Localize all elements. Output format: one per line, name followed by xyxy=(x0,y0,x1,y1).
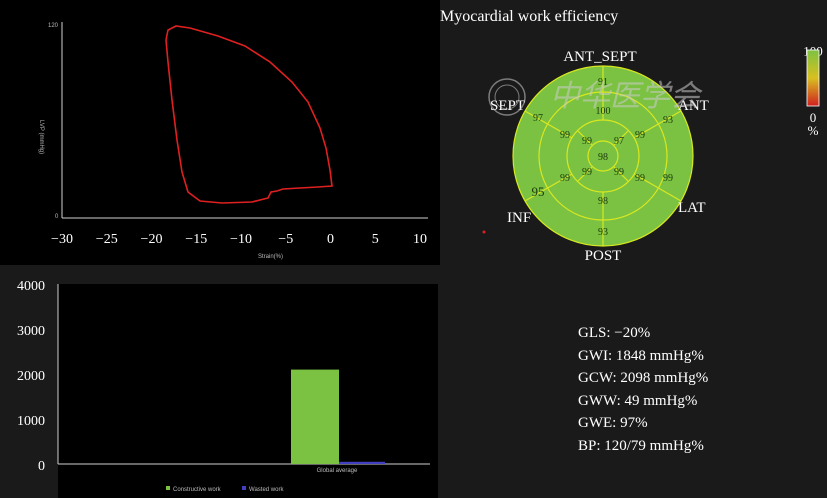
segment-value-apical-sept: 99 xyxy=(582,136,592,147)
metric-gcw: GCW: 2098 mmHg% xyxy=(578,370,709,387)
metric-gls: GLS: −20% xyxy=(578,325,651,341)
loop-x-tick-label: 0 xyxy=(327,232,334,247)
loop-y-axis-title: LVP (mmHg) xyxy=(38,120,44,154)
color-scale-bar xyxy=(806,49,820,107)
segment-label-inf: INF xyxy=(507,210,531,226)
segment-value-mid-lat: 99 xyxy=(635,173,645,184)
bar-plot-background xyxy=(58,284,438,498)
bullseye-disc xyxy=(512,65,694,247)
bar-y-tick-label: 1000 xyxy=(17,414,45,429)
bar-category-label: Global average xyxy=(317,468,358,474)
loop-background xyxy=(0,0,440,265)
segment-value-apical-ant: 97 xyxy=(614,136,624,147)
loop-x-tick-label: −25 xyxy=(96,232,118,247)
metric-gww: GWW: 49 mmHg% xyxy=(578,392,698,409)
pressure-strain-loop-line xyxy=(165,25,333,204)
segment-value-basal-sept: 97 xyxy=(533,113,543,124)
bullseye-chart: 91 93 99 93 95 97 100 99 99 98 99 99 97 … xyxy=(482,44,823,264)
loop-marker-dot xyxy=(482,230,486,234)
segment-value-apical-lat: 99 xyxy=(614,167,624,178)
legend-swatch-constructive xyxy=(166,486,170,490)
segment-value-mid-ant: 99 xyxy=(635,130,645,141)
segment-value-basal-ant: 93 xyxy=(663,115,673,126)
segment-label-sept: SEPT xyxy=(490,98,525,114)
segment-label-ant: ANT xyxy=(678,98,709,114)
scale-unit-label: % xyxy=(808,123,819,138)
segment-value-basal-lat: 99 xyxy=(663,173,673,184)
segment-value-apex: 98 xyxy=(598,152,608,163)
legend-label-wasted: Wasted work xyxy=(249,487,284,493)
work-bar-chart: 4000 3000 2000 1000 0 Global average Constru… xyxy=(17,279,438,498)
segment-label-lat: LAT xyxy=(678,200,706,216)
bar-y-tick-label: 2000 xyxy=(17,369,45,384)
bar-y-tick-label: 3000 xyxy=(17,324,45,339)
pressure-strain-loop-chart: 120 0 LVP (mmHg) Strain(%) −30 −25 −20 −15 −… xyxy=(0,0,440,265)
metric-bp: BP: 120/79 mmHg% xyxy=(578,437,704,454)
loop-x-tick-label: −30 xyxy=(51,232,73,247)
scale-min-label: 0 xyxy=(810,110,817,125)
metric-gwe: GWE: 97% xyxy=(578,415,648,432)
bar-y-tick-label: 4000 xyxy=(17,279,45,294)
segment-value-mid-ant-sept: 100 xyxy=(596,106,611,117)
loop-y-bottom-label: 0 xyxy=(55,214,59,220)
bar-legend: Constructive work Wasted work xyxy=(166,486,284,493)
loop-x-tick-label: 10 xyxy=(413,232,427,247)
segment-label-post: POST xyxy=(585,248,622,264)
segment-label-ant-sept: ANT_SEPT xyxy=(563,49,636,65)
watermark-logo: 中华医学会 xyxy=(488,78,703,116)
segment-value-mid-sept: 99 xyxy=(560,130,570,141)
bar-wasted-work xyxy=(339,461,385,464)
segment-value-mid-post: 98 xyxy=(598,196,608,207)
loop-x-tick-label: −5 xyxy=(278,232,293,247)
loop-x-tick-label: 5 xyxy=(372,232,379,247)
global-metrics-list: GLS: −20% GWI: 1848 mmHg% GCW: 2098 mmHg… xyxy=(578,322,708,458)
loop-x-tick-label: −10 xyxy=(230,232,252,247)
legend-label-constructive: Constructive work xyxy=(173,487,222,493)
metric-gwi: GWI: 1848 mmHg% xyxy=(578,347,704,364)
segment-value-basal-inf: 95 xyxy=(532,184,545,199)
loop-x-tick-label: −15 xyxy=(185,232,207,247)
legend-swatch-wasted xyxy=(242,486,246,490)
watermark-text: 中华医学会 xyxy=(550,79,703,114)
bullseye-title: Myocardial work efficiency xyxy=(440,8,619,25)
loop-y-top-label: 120 xyxy=(48,23,59,29)
segment-value-basal-post: 93 xyxy=(598,227,608,238)
bar-y-tick-label: 0 xyxy=(38,459,45,474)
loop-x-tick-label: −20 xyxy=(141,232,163,247)
bar-constructive-work xyxy=(291,369,339,464)
segment-value-mid-inf: 99 xyxy=(560,173,570,184)
segment-value-apical-inf: 99 xyxy=(582,167,592,178)
segment-value-basal-ant-sept: 91 xyxy=(598,77,608,88)
loop-x-axis-title: Strain(%) xyxy=(258,254,283,260)
